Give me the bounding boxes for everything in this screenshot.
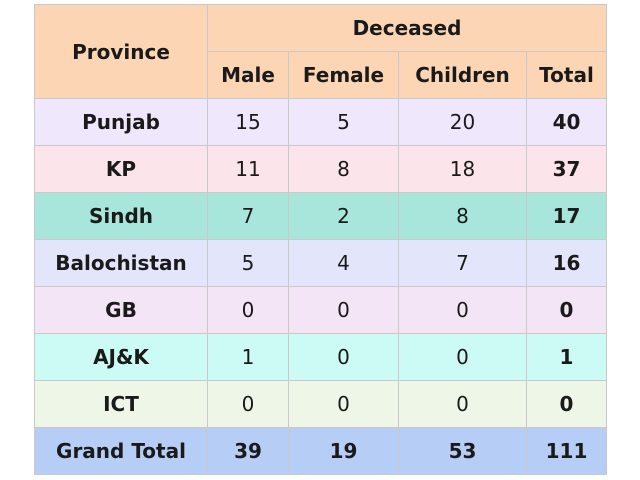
total-cell: 37 bbox=[526, 145, 607, 193]
children-cell: 20 bbox=[398, 98, 527, 146]
table-row: KP 11 8 18 37 bbox=[34, 145, 607, 193]
male-header: Male bbox=[207, 51, 289, 99]
male-cell: 5 bbox=[207, 239, 289, 287]
male-cell: 1 bbox=[207, 333, 289, 381]
children-cell: 8 bbox=[398, 192, 527, 240]
children-cell: 0 bbox=[398, 333, 527, 381]
children-cell: 18 bbox=[398, 145, 527, 193]
table-row: AJ&K 1 0 0 1 bbox=[34, 333, 607, 381]
grand-total-row: Grand Total 39 19 53 111 bbox=[34, 427, 607, 475]
province-cell: Sindh bbox=[34, 192, 208, 240]
total-cell: 1 bbox=[526, 333, 607, 381]
province-cell: AJ&K bbox=[34, 333, 208, 381]
female-cell: 19 bbox=[288, 427, 399, 475]
total-cell: 17 bbox=[526, 192, 607, 240]
province-cell: ICT bbox=[34, 380, 208, 428]
male-cell: 39 bbox=[207, 427, 289, 475]
male-cell: 7 bbox=[207, 192, 289, 240]
children-cell: 53 bbox=[398, 427, 527, 475]
province-header: Province bbox=[34, 4, 208, 99]
province-cell: KP bbox=[34, 145, 208, 193]
female-cell: 5 bbox=[288, 98, 399, 146]
header-row: Province Deceased bbox=[34, 4, 607, 99]
children-cell: 0 bbox=[398, 380, 527, 428]
female-cell: 0 bbox=[288, 333, 399, 381]
total-cell: 40 bbox=[526, 98, 607, 146]
total-cell: 16 bbox=[526, 239, 607, 287]
table-row: Punjab 15 5 20 40 bbox=[34, 98, 607, 146]
female-cell: 4 bbox=[288, 239, 399, 287]
deceased-header: Deceased bbox=[207, 4, 607, 52]
total-cell: 111 bbox=[526, 427, 607, 475]
table-row: Sindh 7 2 8 17 bbox=[34, 192, 607, 240]
province-cell: Balochistan bbox=[34, 239, 208, 287]
female-header: Female bbox=[288, 51, 399, 99]
children-cell: 7 bbox=[398, 239, 527, 287]
children-cell: 0 bbox=[398, 286, 527, 334]
total-cell: 0 bbox=[526, 380, 607, 428]
province-cell: Punjab bbox=[34, 98, 208, 146]
female-cell: 0 bbox=[288, 380, 399, 428]
subheader-row: Male Female Children Total bbox=[35, 51, 607, 99]
male-cell: 15 bbox=[207, 98, 289, 146]
female-cell: 8 bbox=[288, 145, 399, 193]
male-cell: 0 bbox=[207, 286, 289, 334]
casualties-table: Province Deceased Male Female Children T… bbox=[34, 4, 607, 475]
female-cell: 2 bbox=[288, 192, 399, 240]
province-cell: GB bbox=[34, 286, 208, 334]
male-cell: 11 bbox=[207, 145, 289, 193]
children-header: Children bbox=[398, 51, 527, 99]
province-cell: Grand Total bbox=[34, 427, 208, 475]
male-cell: 0 bbox=[207, 380, 289, 428]
female-cell: 0 bbox=[288, 286, 399, 334]
table-row: Balochistan 5 4 7 16 bbox=[34, 239, 607, 287]
total-header: Total bbox=[526, 51, 607, 99]
table-row: ICT 0 0 0 0 bbox=[34, 380, 607, 428]
total-cell: 0 bbox=[526, 286, 607, 334]
table-row: GB 0 0 0 0 bbox=[34, 286, 607, 334]
